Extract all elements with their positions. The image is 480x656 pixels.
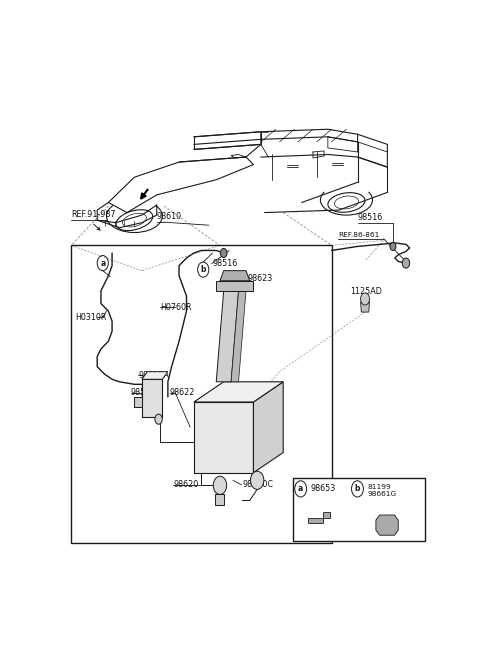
Text: 98520C: 98520C (242, 480, 273, 489)
Text: a: a (298, 484, 303, 493)
FancyBboxPatch shape (292, 478, 424, 541)
Text: 81199
98661G: 81199 98661G (368, 483, 397, 497)
Text: 98610: 98610 (156, 212, 182, 221)
Circle shape (360, 293, 370, 305)
Circle shape (220, 249, 227, 258)
Polygon shape (216, 291, 239, 382)
Polygon shape (194, 402, 253, 473)
Polygon shape (194, 382, 283, 402)
Text: 98620: 98620 (173, 480, 199, 489)
Polygon shape (360, 302, 370, 312)
Text: 98516: 98516 (213, 259, 238, 268)
Text: H0310R: H0310R (75, 313, 106, 321)
Polygon shape (253, 382, 283, 473)
Text: 98653: 98653 (311, 484, 336, 493)
Circle shape (251, 471, 264, 489)
Circle shape (213, 476, 227, 495)
Text: 98516: 98516 (358, 213, 383, 222)
Text: 98622: 98622 (170, 388, 195, 398)
Circle shape (402, 258, 410, 268)
Polygon shape (216, 495, 225, 504)
Text: 98510A: 98510A (131, 388, 161, 398)
Text: b: b (201, 265, 206, 274)
Polygon shape (220, 271, 250, 281)
Polygon shape (142, 372, 168, 379)
Circle shape (390, 242, 396, 251)
Text: 98515A: 98515A (138, 371, 169, 380)
Polygon shape (142, 379, 162, 417)
Text: a: a (100, 258, 106, 268)
Circle shape (155, 414, 162, 424)
Polygon shape (376, 515, 398, 535)
Text: REF.91-987: REF.91-987 (71, 210, 116, 219)
Text: b: b (355, 484, 360, 493)
Polygon shape (216, 281, 253, 291)
Text: 98623: 98623 (248, 274, 273, 283)
Text: H0760R: H0760R (160, 302, 192, 312)
Text: REF.86-861: REF.86-861 (338, 232, 380, 238)
Polygon shape (231, 291, 246, 382)
Polygon shape (134, 397, 142, 407)
Polygon shape (308, 512, 330, 523)
Text: 1125AD: 1125AD (350, 287, 382, 297)
